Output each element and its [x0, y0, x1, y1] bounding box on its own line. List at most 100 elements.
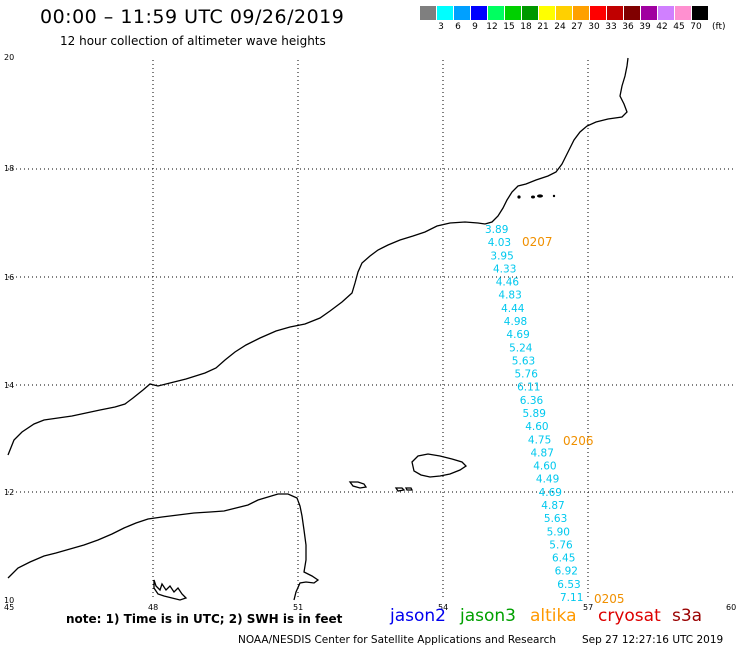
- lon-label-54: 54: [438, 603, 448, 612]
- wave-height-value: 3.89: [485, 224, 508, 236]
- color-scale-label: 24: [554, 22, 566, 32]
- color-scale-label: 70: [690, 22, 702, 32]
- color-scale-label: 45: [673, 22, 685, 32]
- color-scale-label: 36: [622, 22, 634, 32]
- wave-height-value: 3.95: [490, 250, 513, 262]
- wave-height-value: 6.45: [552, 553, 575, 565]
- wave-height-readings: 3.894.033.954.334.464.834.444.984.695.24…: [485, 224, 583, 604]
- color-scale-label: 9: [472, 22, 478, 32]
- lat-label-18: 18: [4, 164, 14, 173]
- color-scale-label: 33: [605, 22, 617, 32]
- wave-height-value: 6.11: [517, 382, 540, 394]
- color-scale-swatch: [454, 6, 470, 20]
- color-scale-swatch: [505, 6, 521, 20]
- legend-jason3: jason3: [460, 606, 516, 626]
- wave-height-value: 5.63: [512, 355, 535, 367]
- color-scale-swatch: [488, 6, 504, 20]
- map-title: 00:00 – 11:59 UTC 09/26/2019: [40, 6, 345, 28]
- map-subtitle: 12 hour collection of altimeter wave hei…: [60, 34, 326, 48]
- lat-label-16: 16: [4, 273, 14, 282]
- color-scale-label: 3: [438, 22, 444, 32]
- color-scale-label: 42: [656, 22, 668, 32]
- color-scale-swatch: [607, 6, 623, 20]
- wave-height-value: 4.87: [531, 447, 554, 459]
- pass-time-label: 0205: [594, 592, 625, 606]
- samhah-island: [394, 487, 406, 492]
- color-scale-swatch: [573, 6, 589, 20]
- legend-jason2: jason2: [390, 606, 446, 626]
- coastline: [7, 57, 629, 601]
- color-scale-swatch: [675, 6, 691, 20]
- color-scale-swatch: [641, 6, 657, 20]
- color-scale-swatch: [471, 6, 487, 20]
- color-scale-label: 6: [455, 22, 461, 32]
- wave-height-value: 4.60: [533, 461, 556, 473]
- wave-height-value: 5.89: [523, 408, 546, 420]
- lat-label-10: 10: [4, 596, 14, 605]
- color-scale-swatch: [437, 6, 453, 20]
- wave-height-value: 5.24: [509, 342, 533, 354]
- pass-time-label: 0206: [563, 434, 594, 448]
- wave-height-value: 4.44: [501, 303, 525, 315]
- wave-height-value: 4.33: [493, 263, 516, 275]
- somali-coastline: [7, 493, 320, 601]
- wave-height-value: 4.75: [528, 434, 551, 446]
- lon-label-45: 45: [4, 603, 14, 612]
- color-scale-swatch: [420, 6, 436, 20]
- lon-label-51: 51: [293, 603, 303, 612]
- wave-height-value: 5.76: [515, 369, 539, 381]
- legend-cryosat: cryosat: [598, 606, 661, 626]
- graticule: [8, 60, 733, 600]
- color-scale-unit: (ft): [712, 22, 726, 32]
- lon-label-57: 57: [583, 603, 593, 612]
- color-scale-label: 39: [639, 22, 651, 32]
- kuria-muria-islands: [517, 194, 556, 199]
- arabian-coastline: [7, 57, 629, 456]
- wave-height-value: 5.76: [549, 539, 573, 551]
- color-scale-label: 15: [503, 22, 515, 32]
- color-scale-label: 21: [537, 22, 549, 32]
- wave-height-value: 4.69: [539, 487, 562, 499]
- wave-height-value: 6.92: [555, 566, 578, 578]
- color-scale-swatch: [590, 6, 606, 20]
- lat-label-12: 12: [4, 488, 14, 497]
- wave-height-value: 4.60: [525, 421, 548, 433]
- wave-height-value: 6.36: [520, 395, 544, 407]
- socotra-island: [411, 453, 468, 478]
- wave-height-value: 6.53: [557, 579, 580, 591]
- wave-height-value: 4.83: [498, 290, 521, 302]
- color-scale-label: 12: [486, 22, 498, 32]
- color-scale-swatch: [539, 6, 555, 20]
- wave-height-value: 4.87: [541, 500, 564, 512]
- color-scale-swatch: [658, 6, 674, 20]
- wave-height-value: 4.69: [506, 329, 529, 341]
- legend-s3a: s3a: [672, 606, 703, 626]
- abd-al-kuri-island: [348, 481, 368, 489]
- lat-label-20: 20: [4, 53, 14, 62]
- color-scale-label: 27: [571, 22, 583, 32]
- color-scale-swatch: [522, 6, 538, 20]
- color-scale-label: 18: [520, 22, 532, 32]
- color-scale-label: 30: [588, 22, 600, 32]
- darsa-island: [404, 487, 414, 491]
- wave-height-value: 4.98: [504, 316, 527, 328]
- wave-height-value: 5.90: [547, 526, 570, 538]
- lon-label-48: 48: [148, 603, 158, 612]
- legend-altika: altika: [530, 606, 577, 626]
- somali-islands: [153, 579, 188, 601]
- wave-height-value: 7.11: [560, 592, 583, 604]
- generation-timestamp: Sep 27 12:27:16 UTC 2019: [582, 634, 724, 646]
- footer-note: note: 1) Time is in UTC; 2) SWH is in fe…: [66, 612, 343, 626]
- wave-height-value: 5.63: [544, 513, 567, 525]
- pass-time-label: 0207: [522, 235, 553, 249]
- credit-line: NOAA/NESDIS Center for Satellite Applica…: [238, 634, 556, 646]
- color-scale-swatch: [556, 6, 572, 20]
- lon-label-60: 60: [726, 603, 736, 612]
- lat-label-14: 14: [4, 381, 14, 390]
- wave-height-value: 4.49: [536, 474, 559, 486]
- color-scale-swatch: [624, 6, 640, 20]
- wave-height-value: 4.46: [496, 277, 520, 289]
- wave-height-value: 4.03: [488, 237, 511, 249]
- color-scale-swatch: [692, 6, 708, 20]
